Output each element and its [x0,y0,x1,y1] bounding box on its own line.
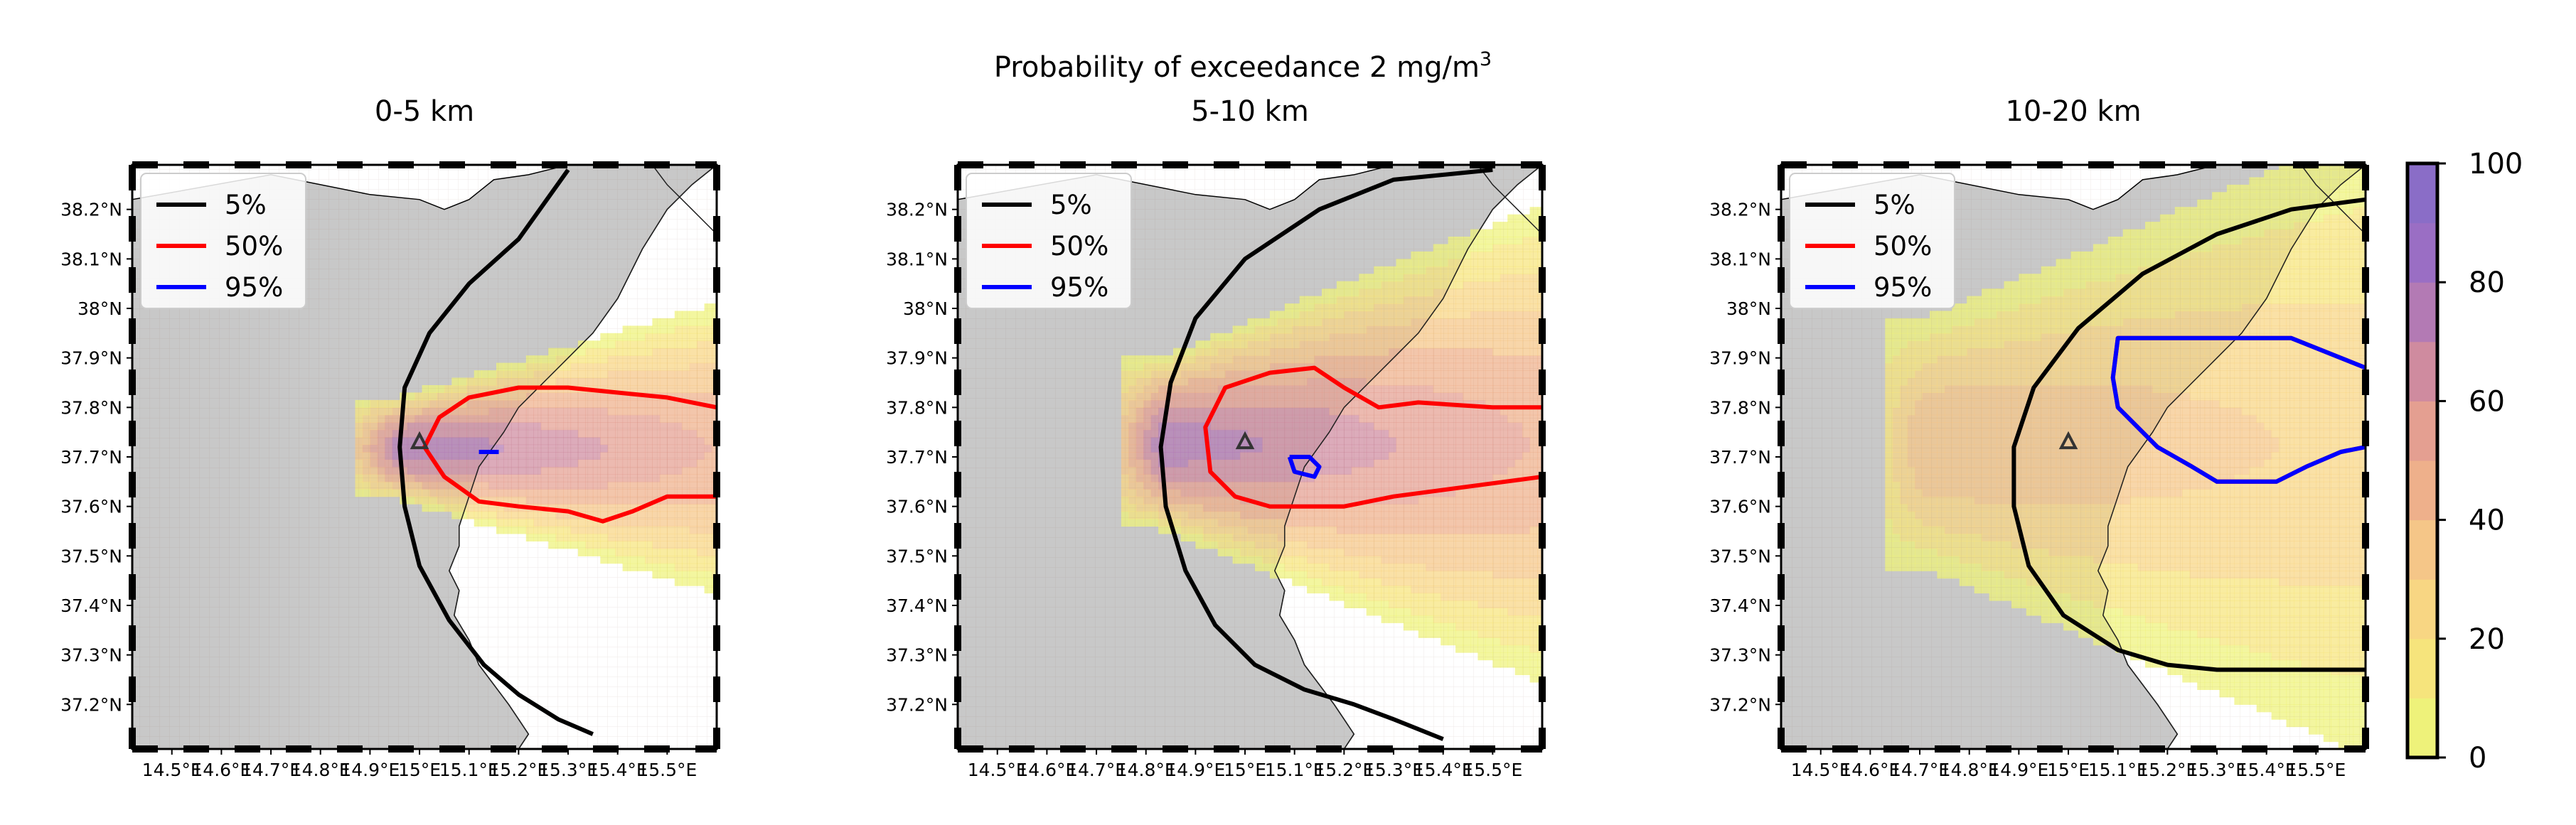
lon-tick-label: 14.7°E [1067,760,1126,780]
lon-tick-label: 14.8°E [1116,760,1176,780]
lat-tick-label: 38.1°N [886,249,948,269]
lon-tick-label: 14.7°E [241,760,301,780]
panel-title: 10-20 km [2005,95,2141,128]
lon-tick-label: 15.3°E [538,760,598,780]
lon-tick-label: 14.5°E [142,760,202,780]
lon-tick-label: 14.9°E [340,760,400,780]
legend-label: 95% [1050,272,1108,303]
lat-tick-label: 37.5°N [886,546,948,566]
map-panel-3: 10-20 km38.2°N38.1°N38°N37.9°N37.8°N37.7… [1709,95,2369,780]
contour-5pct [397,168,594,736]
legend-label: 95% [225,272,283,303]
lon-tick-label: 15.3°E [1364,760,1423,780]
lat-tick-label: 37.2°N [886,694,948,715]
lat-tick-label: 37.5°N [60,546,122,566]
lat-tick-label: 37.7°N [60,447,122,468]
lon-tick-label: 15.4°E [1413,760,1473,780]
lat-tick-label: 37.9°N [886,348,948,369]
lon-tick-label: 14.5°E [968,760,1027,780]
lat-tick-label: 37.9°N [60,348,122,369]
coastline [448,165,717,749]
lat-tick-label: 38.2°N [886,200,948,220]
lon-tick-label: 15.1°E [439,760,499,780]
lon-tick-label: 15°E [1224,760,1266,780]
contour-50pct [1203,365,1542,509]
legend-label: 50% [1050,231,1108,261]
lat-tick-label: 37.3°N [60,645,122,666]
legend-label: 5% [1050,190,1092,220]
figure-suptitle: Probability of exceedance 2 mg/m3 [994,48,1492,84]
contour-95pct [1287,455,1322,479]
lat-tick-label: 37.6°N [60,497,122,517]
lat-tick-label: 37.2°N [60,694,122,715]
coastline [1273,165,1542,749]
lat-tick-label: 37.7°N [886,447,948,468]
panel-title: 0-5 km [375,95,474,128]
lat-tick-label: 38.2°N [60,200,122,220]
lon-tick-label: 15.2°E [488,760,548,780]
lon-tick-label: 14.9°E [1165,760,1225,780]
contour-50pct [422,385,717,524]
coastline-calabria [651,165,717,235]
lat-tick-label: 37.8°N [886,397,948,418]
lat-tick-label: 38°N [78,298,122,319]
legend: 5% 50% 95% [140,173,306,309]
lon-tick-label: 15.1°E [1265,760,1325,780]
lat-tick-label: 37.4°N [886,595,948,616]
lon-tick-label: 15°E [398,760,441,780]
vent-triangle-icon [1235,431,1255,450]
coastline-calabria [1477,165,1542,235]
legend-label: 5% [225,190,267,220]
lat-tick-label: 37.6°N [886,497,948,517]
legend-label: 50% [225,231,283,261]
lat-tick-label: 38.1°N [60,249,122,269]
lon-tick-label: 15.4°E [588,760,648,780]
lon-tick-label: 15.2°E [1314,760,1374,780]
lat-tick-label: 37.8°N [60,397,122,418]
lon-tick-label: 14.8°E [291,760,351,780]
lon-tick-label: 14.6°E [1017,760,1076,780]
lat-tick-label: 38°N [903,298,948,319]
lon-tick-label: 15.5°E [1463,760,1522,780]
lat-tick-label: 37.3°N [886,645,948,666]
vent-triangle-icon [410,431,429,450]
lat-tick-label: 37.4°N [60,595,122,616]
panel-title: 5-10 km [1191,95,1309,128]
contour-5pct [1158,168,1493,741]
lon-tick-label: 14.6°E [191,760,251,780]
map-panel-2: 5-10 km 38.2°N 38.1°N 38°N 37.9°N 37.8°N 37.7°… [886,95,1546,780]
map-panel-1: 0-5 km 38.2°N 38.1°N 38°N 37.9°N 37.8°N 37.7°N… [60,95,720,780]
legend: 5% 50% 95% [966,173,1132,309]
lon-tick-label: 15.5°E [637,760,697,780]
